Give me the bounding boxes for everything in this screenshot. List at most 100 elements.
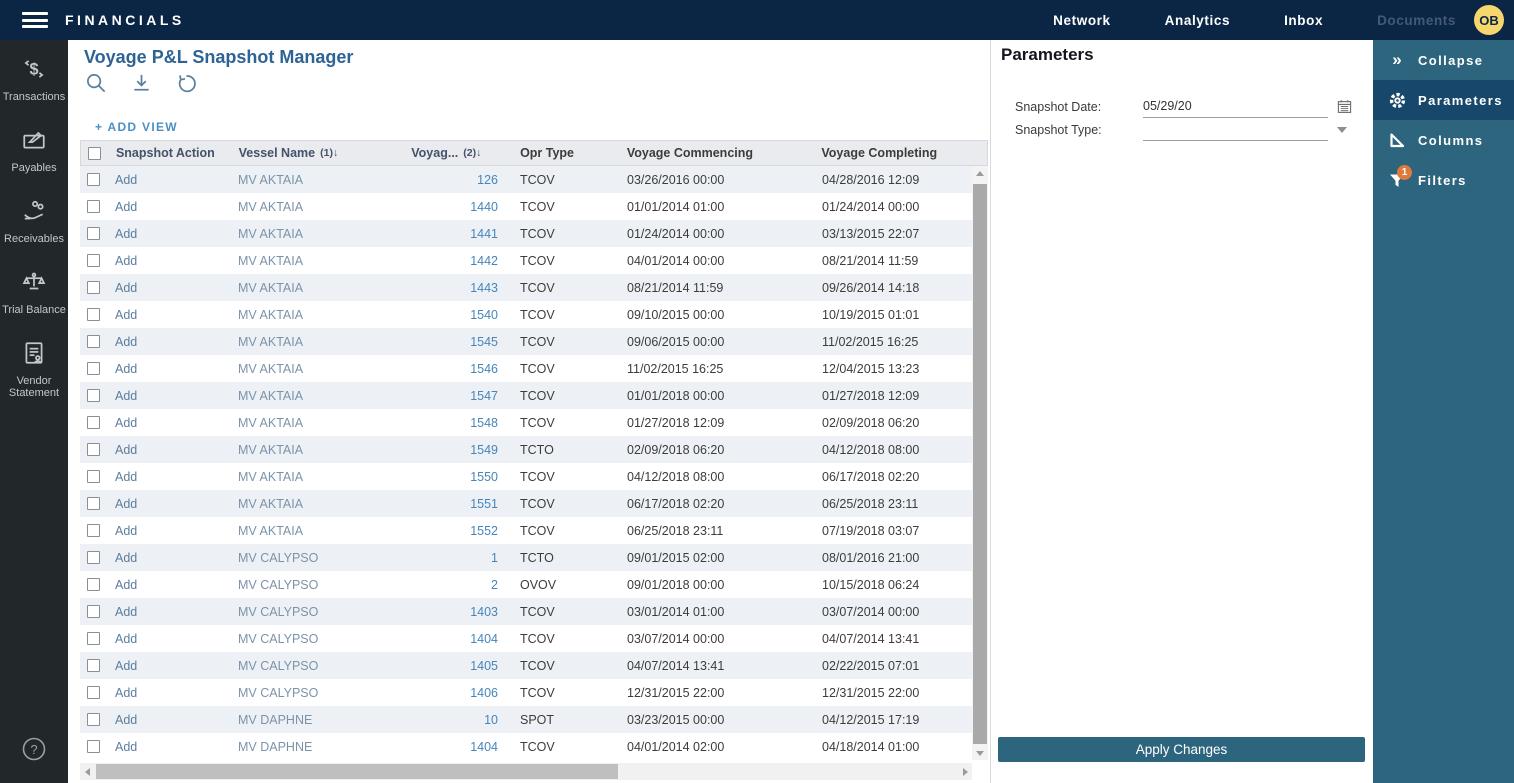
row-voyage-link[interactable]: 1441 <box>470 226 498 241</box>
row-vessel-link[interactable]: MV DAPHNE <box>238 739 313 754</box>
table-row[interactable]: Add MV AKTAIA 1440 TCOV 01/01/2014 01:00… <box>80 193 988 220</box>
row-action-link[interactable]: Add <box>115 496 138 511</box>
sidebar-item-trial-balance[interactable]: Trial Balance <box>0 269 68 316</box>
row-action-link[interactable]: Add <box>115 739 138 754</box>
table-row[interactable]: Add MV AKTAIA 1441 TCOV 01/24/2014 00:00… <box>80 220 988 247</box>
row-checkbox[interactable] <box>87 659 100 672</box>
row-checkbox[interactable] <box>87 200 100 213</box>
row-checkbox[interactable] <box>87 686 100 699</box>
column-header-voyage-commencing[interactable]: Voyage Commencing <box>626 146 754 160</box>
row-action-link[interactable]: Add <box>115 604 138 619</box>
row-vessel-link[interactable]: MV AKTAIA <box>238 442 304 457</box>
scroll-right-arrow[interactable] <box>958 763 972 780</box>
row-vessel-link[interactable]: MV CALYPSO <box>238 577 319 592</box>
row-checkbox[interactable] <box>87 254 100 267</box>
row-checkbox[interactable] <box>87 335 100 348</box>
row-action-link[interactable]: Add <box>115 280 138 295</box>
row-checkbox[interactable] <box>87 578 100 591</box>
table-row[interactable]: Add MV AKTAIA 1552 TCOV 06/25/2018 23:11… <box>80 517 988 544</box>
row-voyage-link[interactable]: 1440 <box>470 199 498 214</box>
row-vessel-link[interactable]: MV AKTAIA <box>238 199 304 214</box>
row-action-link[interactable]: Add <box>115 685 138 700</box>
table-row[interactable]: Add MV AKTAIA 1551 TCOV 06/17/2018 02:20… <box>80 490 988 517</box>
user-avatar[interactable]: OB <box>1474 5 1504 35</box>
snapshot-date-input[interactable]: 05/29/20 <box>1143 95 1328 118</box>
table-row[interactable]: Add MV DAPHNE 10 SPOT 03/23/2015 00:00 0… <box>80 706 988 733</box>
download-button[interactable] <box>129 74 153 98</box>
sidebar-item-vendor-statement[interactable]: Vendor Statement <box>0 340 68 399</box>
nav-inbox[interactable]: Inbox <box>1284 12 1324 28</box>
row-action-link[interactable]: Add <box>115 658 138 673</box>
row-vessel-link[interactable]: MV CALYPSO <box>238 685 319 700</box>
sidebar-item-collapse[interactable]: » Collapse <box>1373 40 1514 80</box>
row-action-link[interactable]: Add <box>115 415 138 430</box>
apply-changes-button[interactable]: Apply Changes <box>998 737 1365 762</box>
row-voyage-link[interactable]: 1404 <box>470 631 498 646</box>
row-voyage-link[interactable]: 1 <box>491 550 498 565</box>
row-voyage-link[interactable]: 1552 <box>470 523 498 538</box>
table-row[interactable]: Add MV AKTAIA 1545 TCOV 09/06/2015 00:00… <box>80 328 988 355</box>
row-checkbox[interactable] <box>87 389 100 402</box>
scroll-left-arrow[interactable] <box>80 763 94 780</box>
row-checkbox[interactable] <box>87 524 100 537</box>
row-checkbox[interactable] <box>87 227 100 240</box>
table-row[interactable]: Add MV AKTAIA 1546 TCOV 11/02/2015 16:25… <box>80 355 988 382</box>
row-vessel-link[interactable]: MV AKTAIA <box>238 334 304 349</box>
table-row[interactable]: Add MV CALYPSO 1405 TCOV 04/07/2014 13:4… <box>80 652 988 679</box>
row-vessel-link[interactable]: MV CALYPSO <box>238 604 319 619</box>
nav-analytics[interactable]: Analytics <box>1164 12 1231 28</box>
sidebar-item-columns[interactable]: Columns <box>1373 120 1514 160</box>
hamburger-menu-icon[interactable] <box>22 12 48 28</box>
row-voyage-link[interactable]: 1546 <box>470 361 498 376</box>
column-header-voyage[interactable]: Voyag... (2)↓ <box>411 146 482 160</box>
row-checkbox[interactable] <box>87 740 100 753</box>
row-vessel-link[interactable]: MV AKTAIA <box>238 253 304 268</box>
nav-documents[interactable]: Documents <box>1377 12 1456 28</box>
row-action-link[interactable]: Add <box>115 361 138 376</box>
table-row[interactable]: Add MV AKTAIA 1548 TCOV 01/27/2018 12:09… <box>80 409 988 436</box>
column-header-snapshot-action[interactable]: Snapshot Action <box>115 146 215 160</box>
table-row[interactable]: Add MV CALYPSO 1 TCTO 09/01/2015 02:00 0… <box>80 544 988 571</box>
select-all-checkbox[interactable] <box>87 146 101 160</box>
sidebar-item-transactions[interactable]: $ Transactions <box>0 56 68 103</box>
table-row[interactable]: Add MV AKTAIA 126 TCOV 03/26/2016 00:00 … <box>80 166 988 193</box>
row-action-link[interactable]: Add <box>115 442 138 457</box>
table-row[interactable]: Add MV CALYPSO 1403 TCOV 03/01/2014 01:0… <box>80 598 988 625</box>
row-vessel-link[interactable]: MV DAPHNE <box>238 712 313 727</box>
reset-button[interactable] <box>174 74 198 98</box>
row-voyage-link[interactable]: 2 <box>491 577 498 592</box>
row-vessel-link[interactable]: MV AKTAIA <box>238 415 304 430</box>
row-vessel-link[interactable]: MV AKTAIA <box>238 226 304 241</box>
row-vessel-link[interactable]: MV AKTAIA <box>238 307 304 322</box>
column-header-voyage-completing[interactable]: Voyage Completing <box>821 146 938 160</box>
row-checkbox[interactable] <box>87 497 100 510</box>
sidebar-item-parameters[interactable]: Parameters <box>1373 80 1514 120</box>
row-action-link[interactable]: Add <box>115 172 138 187</box>
search-button[interactable] <box>84 74 108 98</box>
table-row[interactable]: Add MV DAPHNE 1404 TCOV 04/01/2014 02:00… <box>80 733 988 760</box>
row-action-link[interactable]: Add <box>115 712 138 727</box>
row-voyage-link[interactable]: 1545 <box>470 334 498 349</box>
row-checkbox[interactable] <box>87 308 100 321</box>
table-row[interactable]: Add MV AKTAIA 1547 TCOV 01/01/2018 00:00… <box>80 382 988 409</box>
row-voyage-link[interactable]: 10 <box>484 712 498 727</box>
horizontal-scrollbar[interactable] <box>80 763 972 780</box>
sidebar-item-receivables[interactable]: Receivables <box>0 198 68 245</box>
nav-network[interactable]: Network <box>1053 12 1111 28</box>
row-voyage-link[interactable]: 1443 <box>470 280 498 295</box>
row-voyage-link[interactable]: 1549 <box>470 442 498 457</box>
row-vessel-link[interactable]: MV AKTAIA <box>238 280 304 295</box>
scroll-down-arrow[interactable] <box>972 746 988 760</box>
add-view-button[interactable]: + ADD VIEW <box>95 120 178 134</box>
row-checkbox[interactable] <box>87 416 100 429</box>
row-vessel-link[interactable]: MV CALYPSO <box>238 550 319 565</box>
table-row[interactable]: Add MV CALYPSO 1406 TCOV 12/31/2015 22:0… <box>80 679 988 706</box>
row-voyage-link[interactable]: 1406 <box>470 685 498 700</box>
table-row[interactable]: Add MV CALYPSO 1404 TCOV 03/07/2014 00:0… <box>80 625 988 652</box>
row-action-link[interactable]: Add <box>115 550 138 565</box>
row-action-link[interactable]: Add <box>115 631 138 646</box>
row-vessel-link[interactable]: MV AKTAIA <box>238 496 304 511</box>
row-action-link[interactable]: Add <box>115 577 138 592</box>
scroll-up-arrow[interactable] <box>972 166 988 180</box>
vertical-scrollbar[interactable] <box>972 166 988 760</box>
